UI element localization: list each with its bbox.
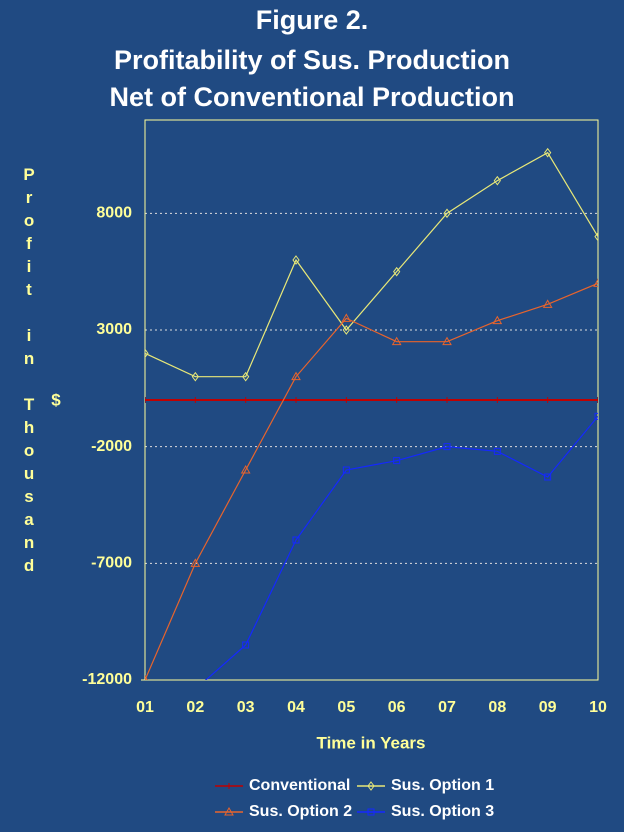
data-point: [542, 299, 553, 308]
chart-title: Net of Conventional Production: [110, 82, 515, 112]
data-point: [342, 466, 350, 474]
data-point: [291, 371, 301, 381]
data-point: [240, 464, 251, 474]
data-point: [593, 278, 598, 287]
data-point: [595, 397, 598, 403]
y-axis-label: Profit in Thousand: [20, 165, 39, 579]
series-line: [145, 151, 598, 378]
x-tick-label: 10: [589, 699, 607, 716]
x-tick-label: 04: [287, 699, 305, 716]
x-tick-label: 09: [539, 699, 557, 716]
data-point: [341, 313, 352, 322]
x-tick-label: 05: [337, 699, 355, 716]
data-point: [493, 447, 501, 455]
data-point: [494, 397, 501, 403]
data-point: [242, 371, 250, 382]
data-point: [492, 315, 503, 325]
data-point: [391, 336, 402, 346]
x-tick-label: 06: [388, 699, 406, 716]
data-point: [443, 443, 451, 451]
data-point: [224, 806, 234, 816]
x-axis-label: Time in Years: [317, 733, 426, 752]
chart-title: Figure 2.: [256, 5, 369, 35]
data-point: [190, 558, 201, 567]
y-tick-label: 3000: [96, 321, 132, 338]
data-point: [292, 536, 300, 544]
data-point: [145, 397, 148, 403]
data-point: [393, 457, 401, 465]
series-line: [205, 415, 598, 680]
plot-area: [145, 147, 598, 680]
data-point: [145, 674, 148, 680]
series-line: [145, 282, 598, 680]
data-point: [367, 781, 375, 791]
data-point: [594, 412, 598, 420]
data-point: [544, 147, 552, 158]
y-tick-label: -12000: [82, 671, 132, 688]
y-tick-label: -2000: [91, 438, 132, 455]
data-point: [444, 397, 450, 403]
data-point: [493, 175, 501, 186]
data-point: [191, 371, 199, 382]
data-point: [393, 266, 401, 277]
y-axis-unit: $: [51, 390, 61, 409]
legend-label: Sus. Option 2: [249, 803, 352, 820]
y-tick-label: 8000: [96, 205, 132, 222]
data-point: [393, 397, 400, 403]
x-tick-label: 07: [438, 699, 456, 716]
data-point: [367, 808, 375, 816]
data-point: [226, 783, 232, 789]
legend-label: Sus. Option 1: [391, 777, 494, 794]
data-point: [343, 397, 350, 403]
data-point: [442, 336, 452, 346]
data-point: [145, 348, 149, 359]
data-point: [342, 325, 350, 335]
x-tick-label: 01: [136, 699, 154, 716]
data-point: [242, 641, 250, 649]
legend-label: Sus. Option 3: [391, 803, 494, 820]
data-point: [242, 397, 249, 403]
data-point: [544, 397, 551, 403]
chart-title: Profitability of Sus. Production: [114, 45, 510, 75]
y-tick-label: -7000: [91, 555, 132, 572]
x-tick-label: 03: [237, 699, 255, 716]
data-point: [292, 255, 300, 265]
data-point: [544, 473, 552, 481]
data-point: [594, 231, 598, 242]
data-point: [192, 397, 199, 403]
x-tick-label: 08: [488, 699, 506, 716]
legend-label: Conventional: [249, 777, 350, 794]
data-point: [293, 397, 299, 403]
x-tick-label: 02: [186, 699, 204, 716]
data-point: [443, 208, 451, 219]
